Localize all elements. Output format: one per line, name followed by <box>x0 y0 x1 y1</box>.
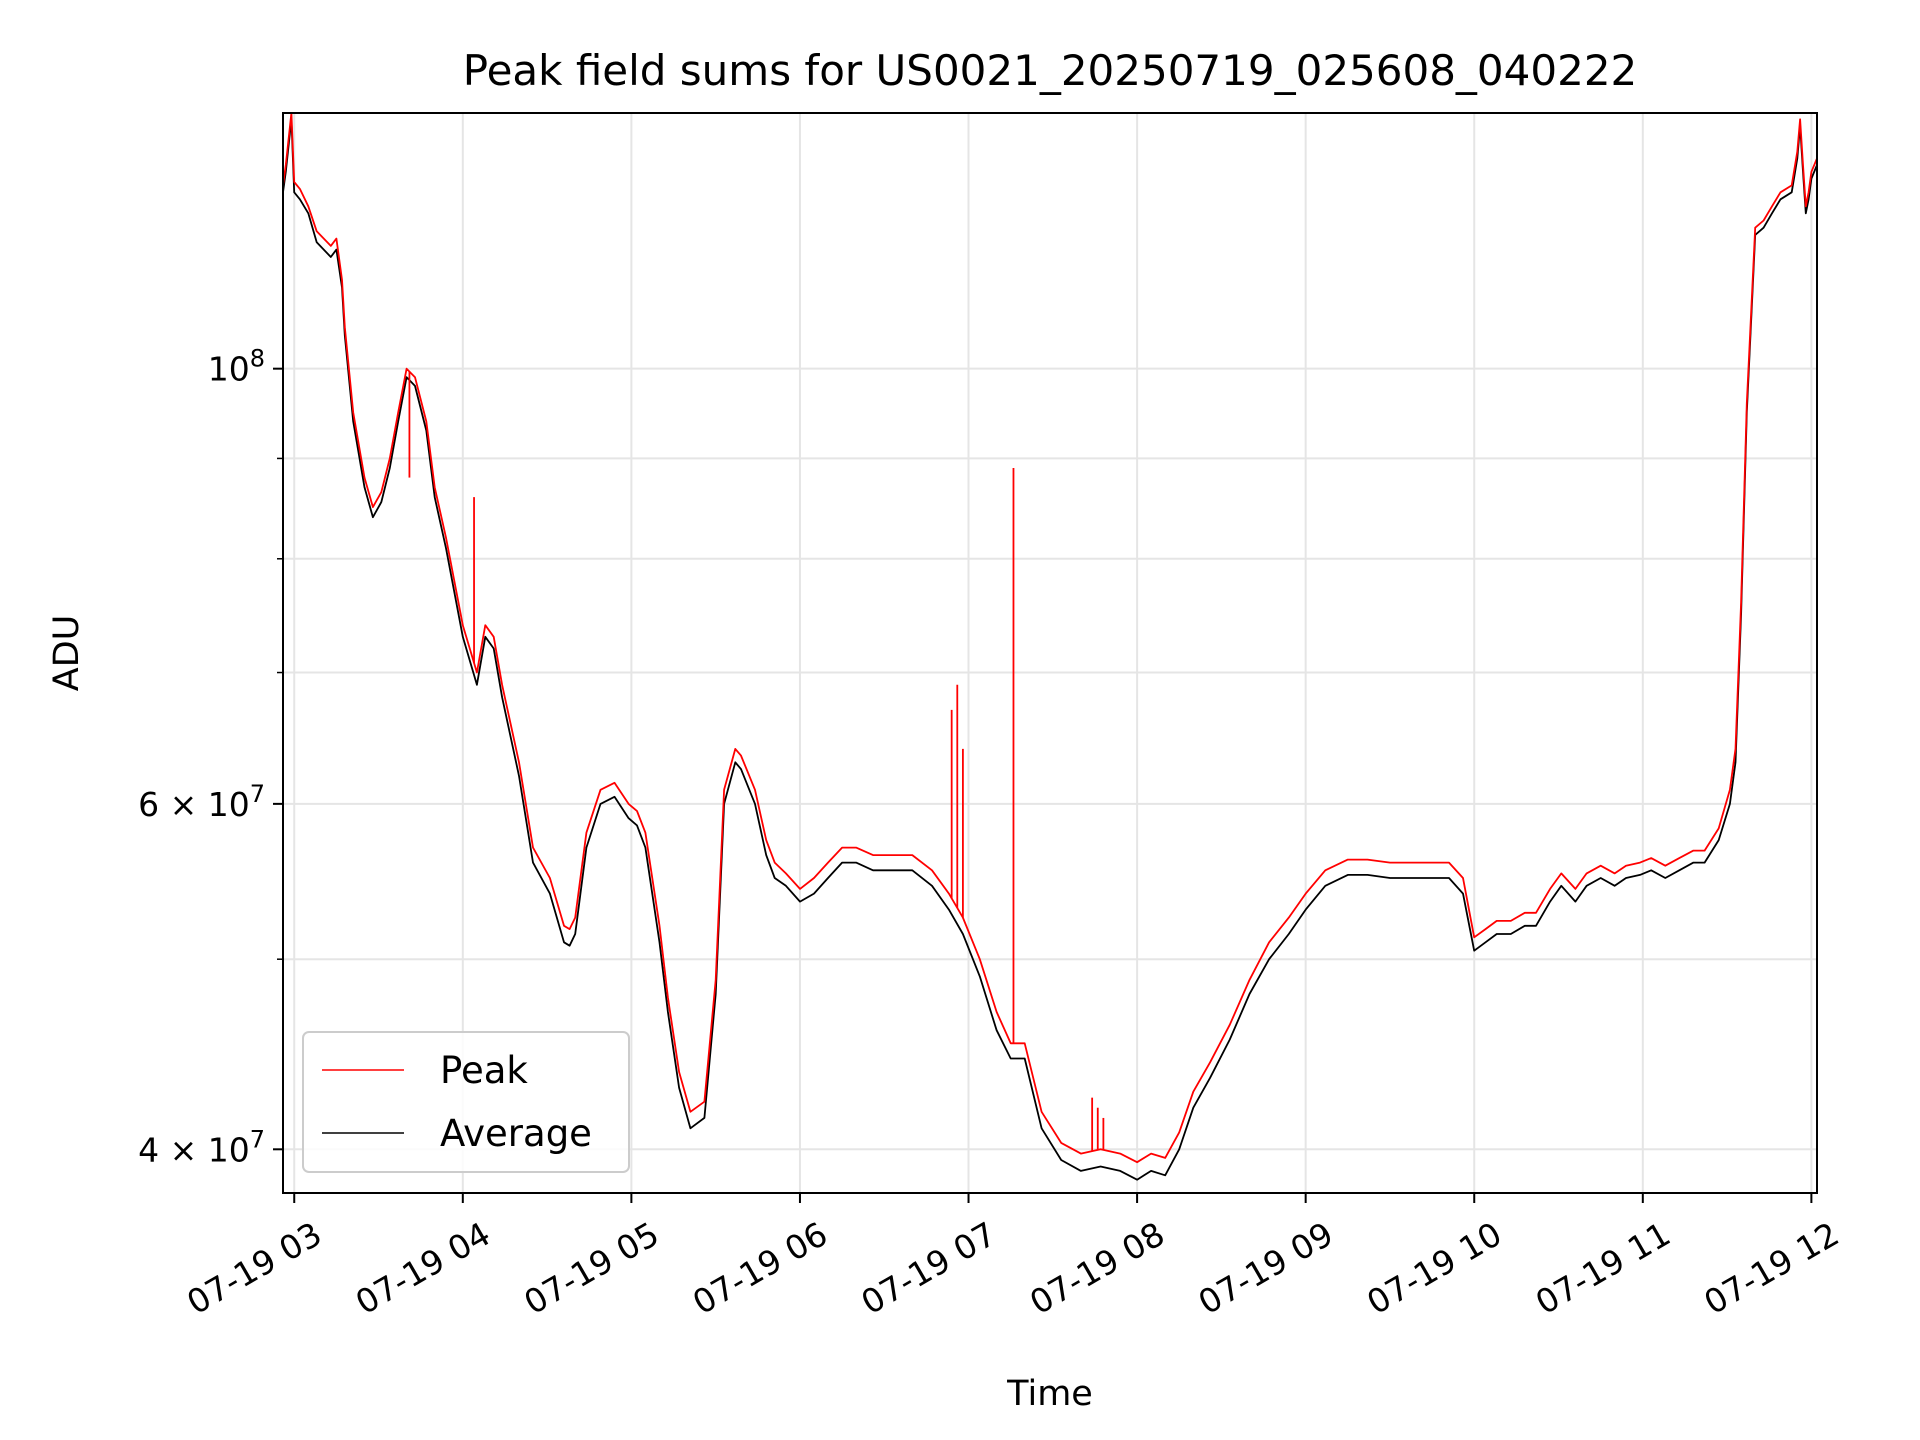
plot-frame <box>282 112 1818 1194</box>
y-tick-label: 108 <box>208 345 265 389</box>
series-layer <box>282 112 1818 1181</box>
y-axis-ticks: 108 6 × 107 4 × 107 <box>138 345 283 1169</box>
x-axis-label: Time <box>1006 1374 1093 1414</box>
chart-title: Peak field sums for US0021_20250719_0256… <box>463 46 1638 95</box>
y-tick-label: 6 × 107 <box>138 780 265 824</box>
y-tick-label: 4 × 107 <box>138 1125 265 1169</box>
legend: Peak Average <box>302 1031 630 1173</box>
series-line-peak <box>282 112 1818 1164</box>
grid-layer <box>283 113 1817 1193</box>
series-line-average <box>282 118 1818 1181</box>
legend-label-peak: Peak <box>440 1049 528 1092</box>
y-axis-label: ADU <box>47 615 87 692</box>
legend-box <box>302 1031 630 1173</box>
legend-label-average: Average <box>440 1112 592 1155</box>
